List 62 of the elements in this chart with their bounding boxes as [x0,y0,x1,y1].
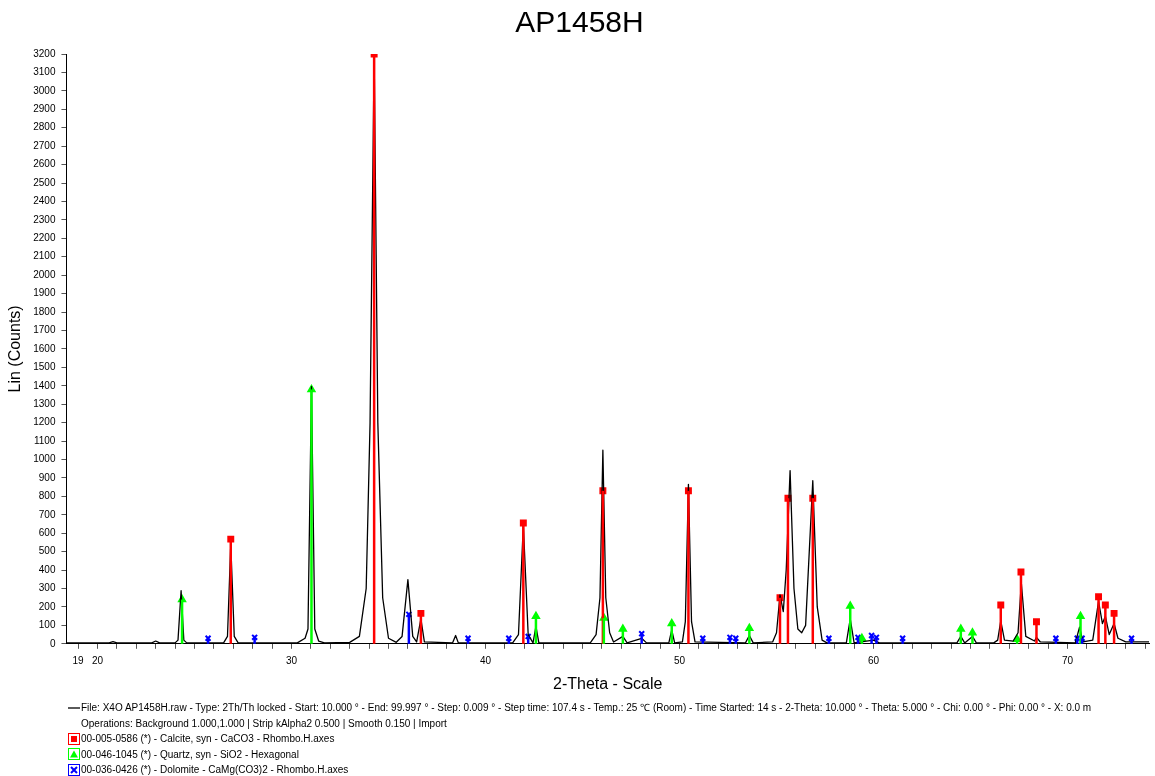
y-tick-label: 800 [38,490,56,502]
point [1076,611,1085,619]
x-tick-label: 19 [72,654,85,666]
y-tick-label: 1800 [33,305,56,317]
x-tick-label: 70 [1061,654,1074,666]
y-axis-title: Lin (Counts) [6,305,24,393]
y-tick-label: 2600 [33,158,56,170]
point [846,601,855,609]
legend-label: 00-046-1045 (*) - Quartz, syn - SiO2 - Hexagonal [81,747,299,762]
x-tick-label: 50 [673,654,686,666]
y-tick-label: 200 [38,600,56,612]
point [1033,618,1040,626]
point [1095,593,1103,601]
point [745,623,754,631]
point [417,609,425,617]
y-tick-label: 2200 [33,232,56,244]
point [956,624,965,632]
y-tick-label: 1100 [33,434,56,446]
y-tick-label: 1000 [33,453,56,465]
y-tick-label: 900 [38,471,56,483]
y-tick-label: 2500 [33,176,56,188]
y-tick-label: 1200 [33,416,56,428]
x-tick-label: 30 [285,654,298,666]
legend-label: 00-005-0586 (*) - Calcite, syn - CaCO3 - Rhombo.H.axes [81,732,335,746]
y-tick-label: 0 [49,637,56,649]
point [618,624,627,632]
y-tick-label: 600 [38,526,56,538]
y-tick-label: 3100 [33,66,56,78]
y-tick-label: 1400 [33,379,56,391]
y-tick-label: 400 [38,563,56,575]
point [1017,568,1025,576]
x-tick-label: 40 [479,654,492,666]
y-tick-label: 2700 [33,139,56,151]
y-tick-label: 2400 [33,195,56,207]
x-axis-title: 2-Theta - Scale [553,674,663,692]
y-tick-label: 2300 [33,213,56,225]
text: Operations: Background 1.000,1.000 | Strip kAlpha2 0.500 | Smooth 0.150 | Import [80,716,448,731]
point [227,535,235,543]
legend-label: 00-036-0426 (*) - Dolomite - CaMg(CO3)2 - Rhombo.H.axes [81,763,349,776]
point [531,611,540,619]
legend-label: File: X4O AP1458H.raw - Type: 2Th/Th locked - Start: 10.000 ° - End: 99.997 ° - Step: 0.009 ° - Step time: 107.4 s - Temp.: 25 ℃ (Room) - Time Started: 14 s - 2-Theta: 10.000 ° - Theta: 5.000 ° - Chi: 0.00 ° - Phi: 0.00 ° - X: 0.0 m [81,701,1092,715]
y-tick-label: 2100 [33,250,56,262]
y-tick-label: 2800 [33,121,56,133]
y-tick-label: 1300 [33,397,56,409]
y-tick-label: 2000 [33,268,56,280]
y-tick-label: 100 [38,619,56,631]
point [997,601,1005,609]
y-tick-label: 300 [38,582,56,594]
y-tick-label: 1600 [33,342,56,354]
y-tick-label: 3000 [33,84,56,96]
y-tick-label: 500 [38,545,56,557]
chart-title: AP1458H [515,5,644,39]
point [1110,609,1118,617]
y-tick-label: 1700 [33,324,56,336]
y-tick-label: 3200 [33,47,56,59]
y-tick-label: 700 [38,508,56,520]
y-tick-label: 2900 [33,103,56,115]
y-tick-label: 1900 [33,287,56,299]
point [667,619,676,627]
y-tick-label: 1500 [33,361,56,373]
x-tick-label: 60 [867,654,880,666]
x-tick-label: 20 [91,654,104,666]
